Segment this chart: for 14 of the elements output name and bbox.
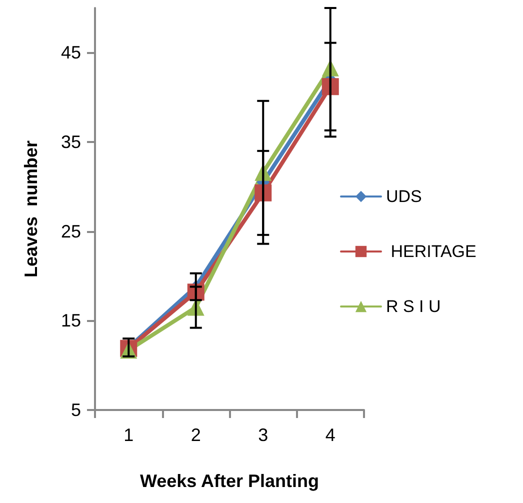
x-tick-label: 2 — [190, 425, 201, 445]
x-tick-label: 1 — [124, 425, 134, 445]
x-tick-label: 4 — [325, 425, 336, 445]
y-tick-label: 5 — [70, 400, 81, 420]
legend-label: HERITAGE — [386, 242, 476, 261]
y-tick-label: 35 — [60, 132, 81, 152]
legend-label: R S I U — [386, 297, 441, 316]
y-axis-title: Leaves number — [21, 140, 41, 278]
y-tick-label: 15 — [60, 310, 81, 331]
y-tick-label: 25 — [60, 221, 81, 242]
y-tick-label: 45 — [60, 42, 81, 63]
x-axis-title: Weeks After Planting — [140, 471, 320, 491]
legend-label: UDS — [386, 187, 422, 206]
x-tick-label: 3 — [258, 425, 268, 445]
